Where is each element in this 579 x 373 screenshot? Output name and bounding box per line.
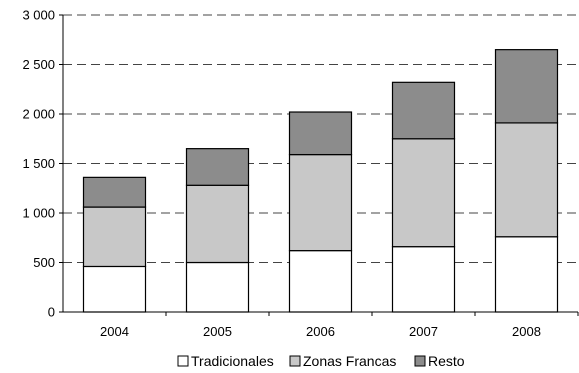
legend-swatch-zonas-francas [289, 355, 301, 367]
bar-segment-tradicionales [185, 261, 250, 313]
bars [82, 49, 559, 313]
y-tick-label: 2 000 [22, 107, 55, 122]
y-tick-label: 0 [48, 305, 55, 320]
legend: Tradicionales Zonas Francas Resto [177, 353, 465, 369]
bar-segment-zonas-francas [494, 122, 559, 238]
y-tick-label: 1 500 [22, 156, 55, 171]
bar-segment-zonas-francas [288, 153, 353, 252]
bar-segment-zonas-francas [391, 138, 456, 248]
x-tick-label: 2008 [512, 324, 541, 339]
x-tick-label: 2004 [100, 324, 129, 339]
legend-swatch-resto [414, 355, 426, 367]
bar-segment-tradicionales [494, 236, 559, 313]
y-tick-label: 3 000 [22, 8, 55, 23]
y-tick-labels: 0 500 1 000 1 500 2 000 2 500 3 000 [22, 8, 63, 320]
y-tick-label: 2 500 [22, 57, 55, 72]
legend-label: Resto [428, 353, 465, 369]
x-tick-labels: 2004 2005 2006 2007 2008 [100, 312, 579, 339]
bar-segment-zonas-francas [185, 184, 250, 264]
legend-swatch-tradicionales [177, 355, 189, 367]
bar-segment-tradicionales [82, 265, 147, 313]
x-tick-label: 2005 [203, 324, 232, 339]
bar-segment-resto [82, 176, 147, 208]
bar-segment-tradicionales [391, 246, 456, 313]
legend-label: Tradicionales [191, 353, 274, 369]
x-tick-label: 2007 [409, 324, 438, 339]
bar-segment-zonas-francas [82, 206, 147, 268]
y-tick-label: 500 [33, 255, 55, 270]
bar-segment-resto [185, 148, 250, 186]
legend-label: Zonas Francas [303, 353, 396, 369]
x-tick-label: 2006 [306, 324, 335, 339]
bar-segment-resto [288, 111, 353, 156]
bar-segment-resto [494, 49, 559, 124]
bar-segment-tradicionales [288, 250, 353, 313]
bar-segment-resto [391, 81, 456, 140]
y-tick-label: 1 000 [22, 206, 55, 221]
